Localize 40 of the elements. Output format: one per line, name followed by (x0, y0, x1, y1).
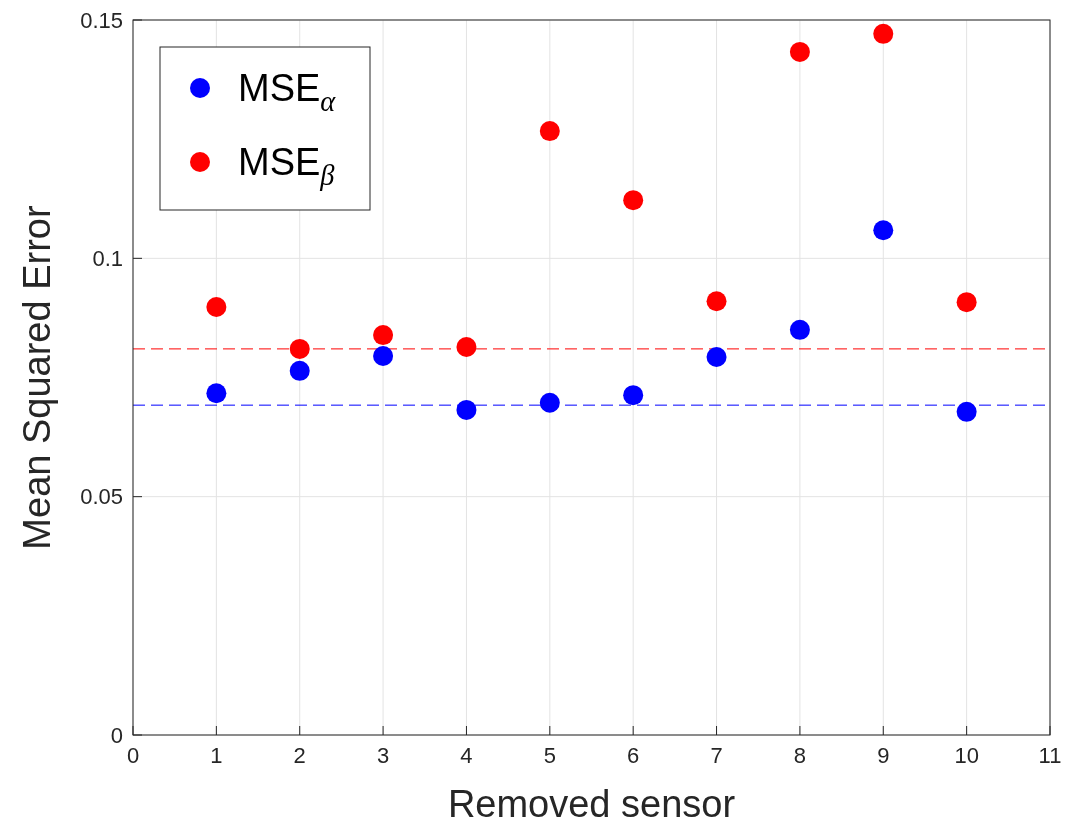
point (706, 347, 727, 367)
x-tick-label: 5 (543, 743, 556, 768)
point (623, 190, 644, 211)
y-tick-label: 0.1 (92, 246, 123, 272)
point (373, 325, 394, 346)
point (706, 291, 727, 312)
legend-label: MSE$_{β}$ (238, 141, 336, 192)
point (873, 23, 894, 44)
point (956, 292, 977, 313)
x-tick-label: 9 (877, 743, 890, 768)
point (289, 360, 310, 381)
x-tick-label: 7 (710, 743, 723, 768)
x-tick-label: 2 (293, 743, 306, 768)
point (373, 346, 394, 367)
point (873, 220, 894, 241)
y-tick-label: 0.15 (80, 7, 123, 33)
y-tick-label: 0 (110, 722, 123, 748)
legend-label: MSE$_{α}$ (238, 67, 337, 118)
y-tick-label: 0.05 (80, 484, 123, 510)
point (456, 399, 477, 420)
point (289, 338, 310, 359)
point (789, 319, 810, 340)
x-tick-label: 8 (793, 743, 807, 768)
point (623, 385, 644, 406)
x-axis-title: Removed sensor (447, 783, 736, 825)
point (206, 296, 227, 317)
y-axis-title: Mean Squared Error (16, 205, 58, 550)
x-tick-label: 0 (126, 743, 140, 768)
x-tick-label: 6 (627, 743, 640, 768)
point (789, 41, 810, 62)
point (539, 121, 560, 142)
point (456, 336, 477, 357)
x-tick-label: 4 (460, 743, 473, 768)
point (539, 392, 560, 413)
x-tick-label: 11 (1038, 743, 1062, 768)
x-tick-label: 1 (210, 743, 223, 768)
x-tick-label: 10 (954, 743, 979, 768)
point (206, 383, 227, 404)
x-tick-label: 3 (376, 743, 390, 768)
point (956, 401, 977, 422)
